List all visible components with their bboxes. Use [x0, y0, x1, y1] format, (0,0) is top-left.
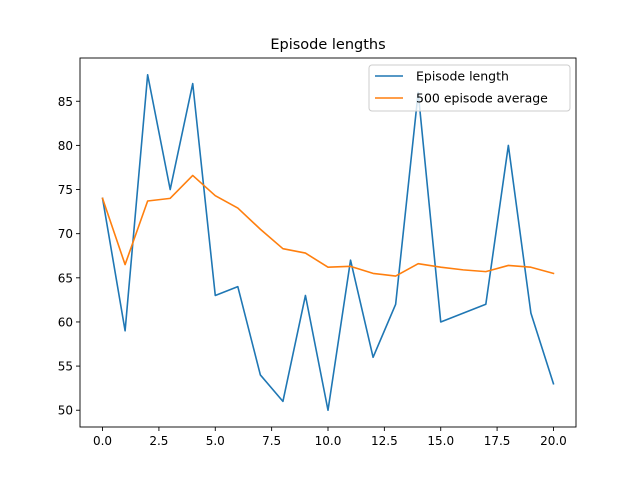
chart-title: Episode lengths — [270, 37, 385, 53]
legend-box — [368, 64, 571, 112]
x-tick-label: 2.5 — [149, 434, 168, 448]
plot-frame — [79, 57, 577, 428]
x-tick-label: 12.5 — [371, 434, 398, 448]
x-tick-label: 7.5 — [262, 434, 281, 448]
x-tick-label: 10.0 — [315, 434, 342, 448]
y-tick-label: 70 — [58, 227, 73, 241]
y-tick-label: 55 — [58, 360, 73, 374]
x-tick-label: 15.0 — [427, 434, 454, 448]
y-tick-label: 80 — [58, 139, 73, 153]
legend-label-1: 500 episode average — [416, 91, 548, 106]
y-tick-label: 60 — [58, 315, 73, 329]
legend: Episode length 500 episode average — [368, 64, 571, 112]
axes: 0.0 2.5 5.0 7.5 10.0 12.5 15.0 17.5 20.0 50 55 60 65… — [58, 57, 577, 448]
y-tick-label: 75 — [58, 183, 73, 197]
x-tick-label: 20.0 — [540, 434, 567, 448]
series-line-0 — [101, 73, 555, 412]
y-tick-label: 50 — [58, 404, 73, 418]
y-tick-label: 85 — [58, 95, 73, 109]
plot-lines — [101, 73, 555, 412]
x-tick-label: 5.0 — [206, 434, 225, 448]
legend-label-0: Episode length — [416, 69, 509, 84]
x-tick-label: 0.0 — [93, 434, 112, 448]
x-tick-label: 17.5 — [484, 434, 511, 448]
y-tick-label: 65 — [58, 271, 73, 285]
series-line-1 — [101, 174, 555, 277]
